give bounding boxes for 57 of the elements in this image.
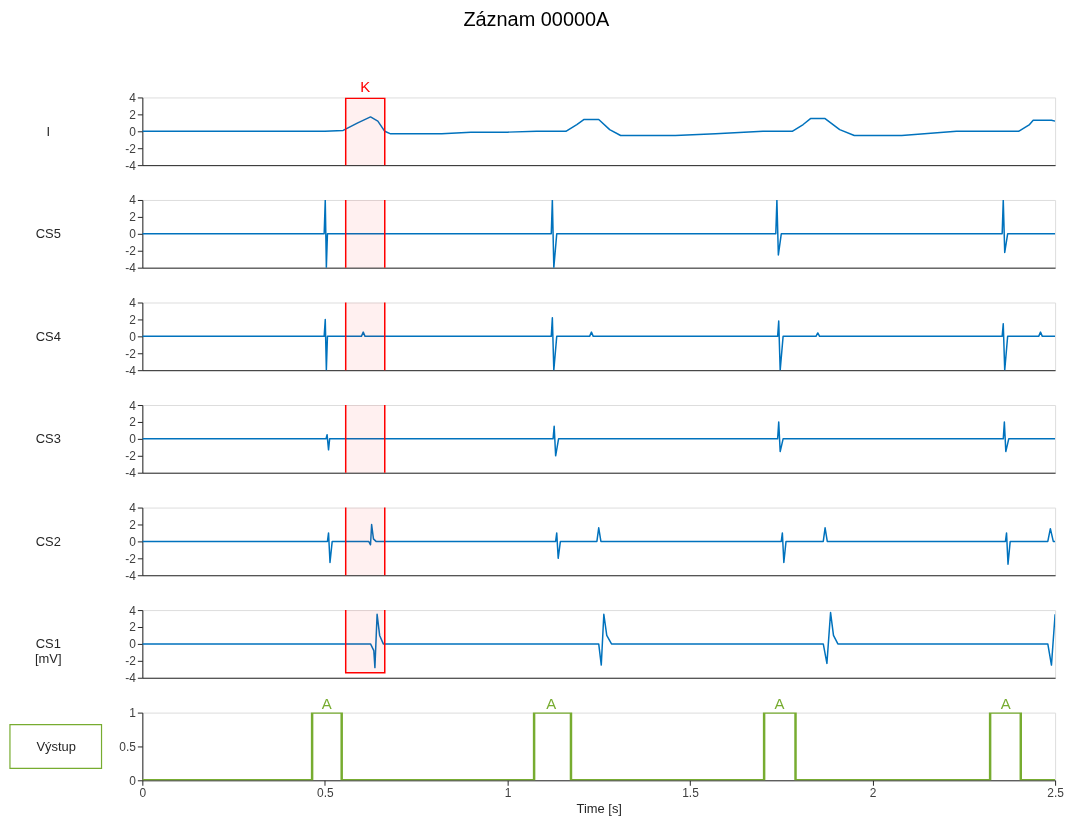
y-tick-label: 0 — [129, 227, 137, 242]
y-tick-label: 0.5 — [119, 739, 137, 754]
annotation: A — [321, 694, 332, 712]
x-tick-label: 1 — [504, 785, 512, 800]
x-tick-label: 2.5 — [1047, 785, 1065, 800]
y-tick-label: -2 — [125, 141, 137, 156]
annotation: A — [1000, 694, 1011, 712]
y-tick-label: 4 — [129, 398, 137, 413]
chart-title: Záznam 00000A — [463, 8, 611, 31]
y-axis-title: I — [46, 123, 51, 139]
y-axis-title: CS5 — [35, 226, 61, 242]
y-tick-label: 4 — [129, 501, 137, 516]
y-tick-label: 2 — [129, 517, 137, 532]
annotation: A — [546, 694, 557, 712]
y-tick-label: 0 — [129, 773, 137, 788]
line-series — [142, 421, 1056, 457]
y-tick-label: -4 — [125, 363, 137, 378]
y-tick-label: 0 — [129, 329, 137, 344]
y-tick-label: -4 — [125, 261, 137, 276]
y-axis-title: CS3 — [35, 431, 61, 447]
y-tick-label: 4 — [129, 603, 137, 618]
y-tick-label: -2 — [125, 346, 137, 361]
y-tick-label: 0 — [129, 124, 137, 139]
y-tick-label: -4 — [125, 466, 137, 481]
y-tick-label: 0 — [129, 637, 137, 652]
x-tick-label: 0.5 — [317, 785, 335, 800]
y-tick-label: 0 — [129, 432, 137, 447]
y-tick-label: -4 — [125, 158, 137, 173]
x-tick-label: 1.5 — [682, 785, 700, 800]
annotation: A — [774, 694, 785, 712]
y-tick-label: 2 — [129, 210, 137, 225]
y-axis-title: Výstup — [36, 738, 76, 754]
line-series — [142, 116, 1056, 137]
y-tick-label: -4 — [125, 671, 137, 686]
y-tick-label: 4 — [129, 90, 137, 105]
y-axis-title: CS1 [mV] — [34, 636, 62, 667]
y-tick-label: 2 — [129, 620, 137, 635]
y-tick-label: -2 — [125, 244, 137, 259]
x-tick-label: 0 — [139, 785, 147, 800]
y-tick-label: -2 — [125, 449, 137, 464]
y-tick-label: 2 — [129, 415, 137, 430]
y-axis-title: CS2 — [35, 533, 61, 549]
band-label: K — [360, 78, 371, 96]
x-tick-label: 2 — [869, 785, 877, 800]
y-tick-label: 4 — [129, 295, 137, 310]
y-tick-label: -4 — [125, 568, 137, 583]
y-axis-title: CS4 — [35, 328, 61, 344]
y-tick-label: -2 — [125, 551, 137, 566]
line-series — [142, 523, 1056, 565]
y-tick-label: 1 — [129, 706, 137, 721]
y-tick-label: 0 — [129, 534, 137, 549]
y-tick-label: 2 — [129, 312, 137, 327]
y-tick-label: 4 — [129, 193, 137, 208]
y-tick-label: -2 — [125, 654, 137, 669]
line-series — [142, 611, 1056, 669]
y-tick-label: 2 — [129, 107, 137, 122]
x-axis-title: Time [s] — [576, 800, 622, 816]
